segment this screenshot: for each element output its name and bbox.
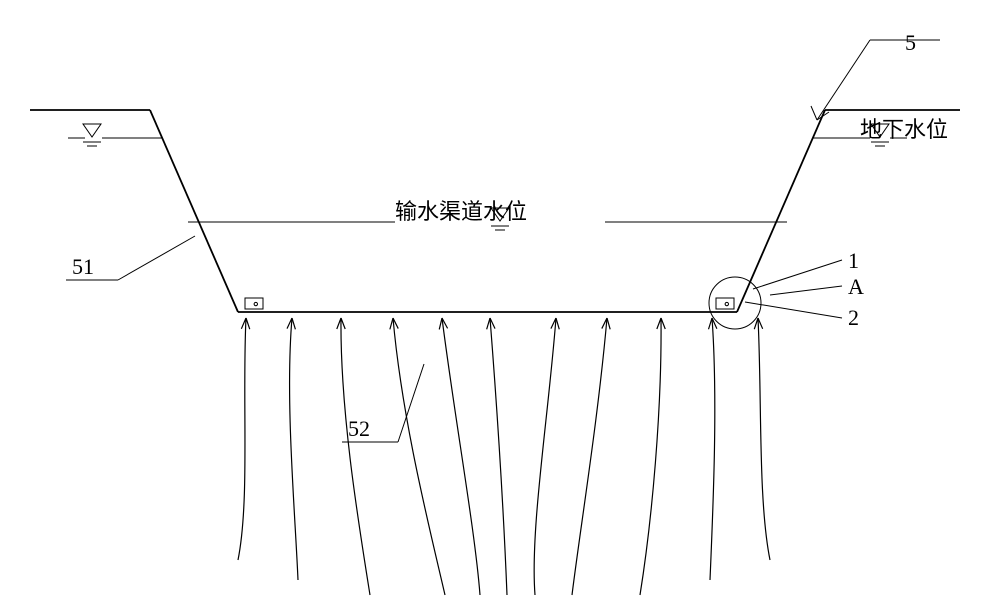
callout-1: 1 [848,248,859,274]
callout-52: 52 [348,416,370,442]
callout-51: 51 [72,254,94,280]
callout-2: 2 [848,305,859,331]
diagram-root: 地下水位 输水渠道水位 5 51 52 1 2 A [0,0,1000,596]
label-groundwater: 地下水位 [860,112,948,144]
label-channel-water: 输水渠道水位 [395,194,527,226]
callout-5: 5 [905,30,916,56]
callout-A: A [848,274,864,300]
